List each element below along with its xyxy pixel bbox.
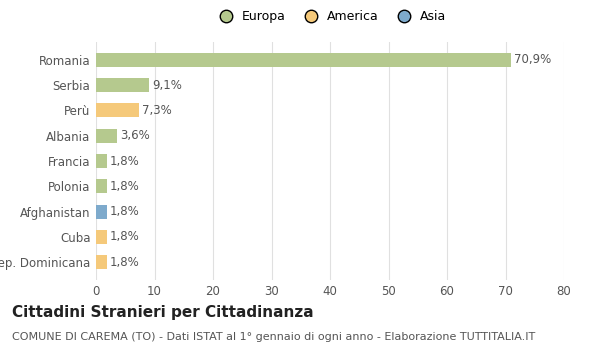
Text: Cittadini Stranieri per Cittadinanza: Cittadini Stranieri per Cittadinanza (12, 304, 314, 320)
Bar (96, 255, 107, 269)
Bar (96, 179, 107, 193)
Bar (96, 230, 107, 244)
Text: 1,8%: 1,8% (110, 205, 140, 218)
Text: 9,1%: 9,1% (153, 79, 182, 92)
Text: 7,3%: 7,3% (142, 104, 172, 117)
Text: 1,8%: 1,8% (110, 256, 140, 269)
Text: 1,8%: 1,8% (110, 154, 140, 168)
Text: 1,8%: 1,8% (110, 230, 140, 243)
Legend: Europa, America, Asia: Europa, America, Asia (208, 5, 452, 28)
Bar (96, 53, 511, 67)
Bar (96, 104, 139, 117)
Bar (96, 78, 149, 92)
Bar (96, 154, 107, 168)
Text: COMUNE DI CAREMA (TO) - Dati ISTAT al 1° gennaio di ogni anno - Elaborazione TUT: COMUNE DI CAREMA (TO) - Dati ISTAT al 1°… (12, 332, 535, 343)
Bar (96, 129, 117, 143)
Text: 3,6%: 3,6% (121, 129, 151, 142)
Text: 70,9%: 70,9% (514, 53, 551, 66)
Bar (96, 205, 107, 218)
Text: 1,8%: 1,8% (110, 180, 140, 193)
